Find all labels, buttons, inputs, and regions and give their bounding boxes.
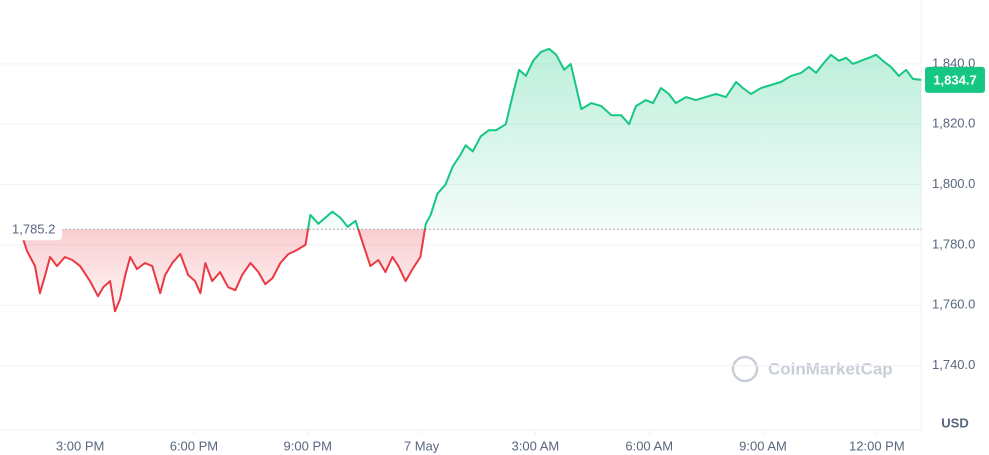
price-line	[4, 47, 922, 313]
x-tick-label: 6:00 AM	[625, 438, 673, 453]
watermark-logo	[731, 355, 759, 383]
currency-label: USD	[941, 415, 968, 430]
x-tick-label: 7 May	[404, 438, 440, 453]
x-tick-label: 3:00 AM	[512, 438, 560, 453]
watermark: CoinMarketCap	[731, 355, 893, 383]
x-tick-label: 9:00 AM	[739, 438, 787, 453]
y-tick-label: 1,840.0	[932, 55, 975, 70]
last-price-badge	[925, 66, 985, 93]
baseline-label: 1,785.2	[12, 222, 55, 237]
y-tick-label: 1,820.0	[932, 116, 975, 131]
x-tick-label: 9:00 PM	[284, 438, 332, 453]
x-tick-label: 12:00 PM	[849, 438, 905, 453]
y-tick-label: 1,740.0	[932, 357, 975, 372]
price-area	[5, 48, 922, 312]
y-tick-label: 1,800.0	[932, 176, 975, 191]
y-tick-label: 1,780.0	[932, 236, 975, 251]
y-tick-label: 1,760.0	[932, 297, 975, 312]
x-tick-label: 3:00 PM	[56, 438, 104, 453]
x-tick-label: 6:00 PM	[170, 438, 218, 453]
baseline-label-bg	[4, 218, 62, 241]
last-price-label: 1,834.7	[933, 72, 976, 87]
watermark-text: CoinMarketCap	[768, 359, 893, 378]
